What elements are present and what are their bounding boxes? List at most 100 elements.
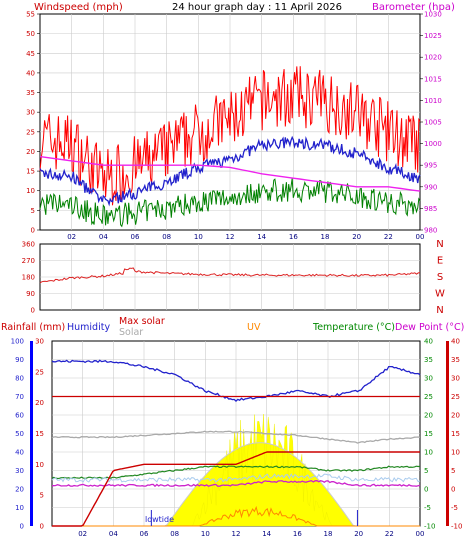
- temperature-tick-label: -10: [424, 523, 435, 531]
- barometer-tick-label: 1020: [424, 54, 442, 62]
- low-wind-line: [39, 178, 421, 228]
- page-title: 24 hour graph day : 11 April 2026: [172, 2, 342, 13]
- humidity-tick-label: 100: [11, 338, 24, 346]
- temperature-tick-label: 10: [424, 449, 433, 457]
- humidity-tick-label: 30: [15, 467, 24, 475]
- wind-x-tick-label: 10: [194, 233, 203, 241]
- wind-tick-label: 35: [26, 89, 35, 97]
- wind-tick-label: 45: [26, 50, 35, 58]
- humidity-axis-bar: [30, 341, 33, 526]
- lower-axes: 0102030405060708090100051015202530-10-50…: [11, 338, 463, 539]
- humidity-tick-label: 80: [15, 375, 24, 383]
- humidity-line: [51, 359, 421, 402]
- humidity-tick-label: 0: [20, 523, 24, 531]
- max-solar-label: Max solar: [119, 316, 165, 327]
- wind-x-tick-label: 14: [257, 233, 266, 241]
- wind-x-tick-label: 20: [352, 233, 361, 241]
- uv-line: [52, 505, 420, 527]
- lower-x-tick-label: 10: [201, 530, 210, 538]
- dew-point-tick-label: 40: [451, 338, 460, 346]
- direction-series: [39, 267, 421, 284]
- wind-tick-label: 50: [26, 30, 35, 38]
- rain-tick-label: 10: [35, 461, 44, 469]
- temperature-label: Temperature (°C): [312, 322, 395, 333]
- direction-axis: 0 90 180 270 360: [22, 241, 35, 315]
- wind-tick-label: 25: [26, 128, 35, 136]
- wind-x-tick-label: 08: [162, 233, 171, 241]
- lower-x-tick-label: 00: [416, 530, 425, 538]
- rain-tick-label: 25: [35, 368, 44, 376]
- humidity-tick-label: 20: [15, 486, 24, 494]
- lower-series: [51, 359, 421, 527]
- compass-label-n: N: [436, 305, 443, 316]
- dew-point-label: Dew Point (°C): [395, 322, 464, 333]
- wind-tick-label: 5: [31, 207, 35, 215]
- wind-x-tick-label: 12: [226, 233, 235, 241]
- lower-x-tick-label: 08: [170, 530, 179, 538]
- wind-x-tick-label: 06: [131, 233, 140, 241]
- rain-tick-label: 15: [35, 430, 44, 438]
- direction-tick-label: 0: [31, 307, 35, 315]
- dew-point-tick-label: 5: [451, 467, 455, 475]
- temperature-line: [51, 465, 421, 480]
- humidity-tick-label: 10: [15, 504, 24, 512]
- barometer-tick-label: 985: [424, 205, 437, 213]
- lower-x-tick-label: 16: [293, 530, 302, 538]
- humidity-tick-label: 50: [15, 430, 24, 438]
- rainfall-line: [52, 451, 420, 527]
- tide-markers: [150, 510, 358, 526]
- dew-point-line: [52, 480, 421, 488]
- lower-x-tick-label: 14: [262, 530, 271, 538]
- wind-x-tick-label: 04: [99, 233, 108, 241]
- wind-x-tick-label: 02: [67, 233, 76, 241]
- lower-x-tick-label: 18: [324, 530, 333, 538]
- temperature-tick-label: 15: [424, 430, 433, 438]
- wind-x-tick-label: 00: [416, 233, 425, 241]
- direction-grid: [40, 244, 420, 310]
- wind-left-axis: 0 5 10 15 20 25 30 35 40 45 50 55: [26, 11, 40, 235]
- wind-x-axis: 02 04 06 08 10 12 14 16 18 20 22 00: [67, 233, 424, 241]
- wind-tick-label: 55: [26, 11, 35, 19]
- barometer-tick-label: 1005: [424, 119, 442, 127]
- compass-label-n: N: [436, 239, 443, 250]
- wind-series: [39, 66, 421, 228]
- dew-point-tick-label: -5: [451, 504, 458, 512]
- temperature-tick-label: 40: [424, 338, 433, 346]
- compass-label-w: W: [435, 289, 445, 300]
- wind-tick-label: 15: [26, 168, 35, 176]
- humidity-tick-label: 70: [15, 393, 24, 401]
- lower-x-tick-label: 22: [385, 530, 394, 538]
- humidity-tick-label: 60: [15, 412, 24, 420]
- rain-tick-label: 0: [40, 523, 44, 531]
- direction-tick-label: 270: [22, 257, 35, 265]
- wind-tick-label: 30: [26, 109, 35, 117]
- dew-point-tick-label: 20: [451, 412, 460, 420]
- temperature-tick-label: 30: [424, 375, 433, 383]
- wind-x-tick-label: 16: [289, 233, 298, 241]
- windspeed-axis-label: Windspeed (mph): [34, 2, 123, 13]
- temperature-tick-label: -5: [424, 504, 431, 512]
- barometer-tick-label: 1010: [424, 97, 442, 105]
- direction-tick-label: 90: [26, 290, 35, 298]
- direction-tick-label: 180: [22, 274, 35, 282]
- dew-point-tick-label: 15: [451, 430, 460, 438]
- lowtide-label: lowtide: [145, 515, 174, 524]
- barometer-tick-label: 1015: [424, 75, 442, 83]
- dew-point-tick-label: 0: [451, 486, 455, 494]
- wind-x-tick-label: 22: [384, 233, 393, 241]
- temperature-tick-label: 25: [424, 393, 433, 401]
- barometer-tick-label: 980: [424, 227, 437, 235]
- temperature-tick-label: 0: [424, 486, 428, 494]
- dew-point-tick-label: 30: [451, 375, 460, 383]
- wind-x-tick-label: 18: [321, 233, 330, 241]
- temperature-tick-label: 35: [424, 356, 433, 364]
- wind-tick-label: 0: [31, 227, 35, 235]
- barometer-axis-label: Barometer (hpa): [372, 2, 455, 13]
- lower-x-tick-label: 06: [140, 530, 149, 538]
- wind-tick-label: 20: [26, 148, 35, 156]
- lower-x-tick-label: 04: [109, 530, 118, 538]
- dew-point-light-line: [51, 473, 421, 483]
- barometer-tick-label: 995: [424, 162, 437, 170]
